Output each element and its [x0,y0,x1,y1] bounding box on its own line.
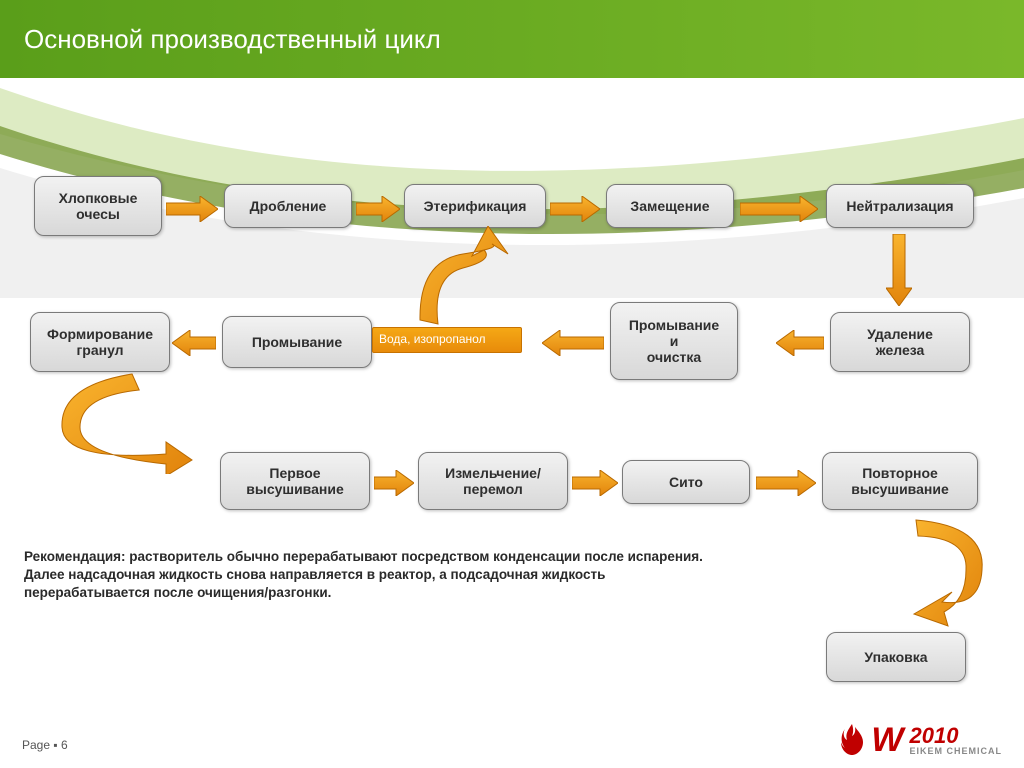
flow-node-n10: Первоевысушивание [220,452,370,510]
flow-node-n8: Промывание [222,316,372,368]
flow-node-n9: Формированиегранул [30,312,170,372]
flow-arrow-2 [550,196,600,222]
flowchart-area: Хлопковыеочесы Дробление Этерификация Замещ… [0,78,1024,768]
flow-arrow-6 [172,330,216,356]
curved-arrow-c2 [54,370,196,479]
flow-arrow-8 [572,470,618,496]
flow-node-n4: Замещение [606,184,734,228]
flow-node-n3: Этерификация [404,184,546,228]
flow-arrow-10 [886,234,912,306]
flow-arrow-4 [776,330,824,356]
flow-arrow-5 [542,330,604,356]
curved-arrow-c3 [908,512,996,633]
flow-node-n5: Нейтрализация [826,184,974,228]
flow-node-n1: Хлопковыеочесы [34,176,162,236]
slide-header: Основной производственный цикл [0,0,1024,78]
flow-node-n14: Упаковка [826,632,966,682]
flow-arrow-0 [166,196,218,222]
flow-node-n12: Сито [622,460,750,504]
flow-node-n13: Повторноевысушивание [822,452,978,510]
curved-arrow-c1 [408,226,518,331]
flow-node-n11: Измельчение/перемол [418,452,568,510]
flow-arrow-7 [374,470,414,496]
flow-node-n2: Дробление [224,184,352,228]
flow-node-n7: Промываниеиочистка [610,302,738,380]
flow-arrow-1 [356,196,400,222]
flow-node-n6: Удалениежелеза [830,312,970,372]
flow-arrow-9 [756,470,816,496]
flow-arrow-3 [740,196,818,222]
slide-title: Основной производственный цикл [24,24,441,55]
